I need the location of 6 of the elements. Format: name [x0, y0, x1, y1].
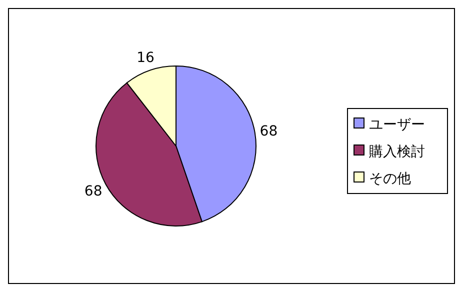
- data-label: 68: [260, 124, 278, 140]
- legend-label: その他: [369, 171, 411, 187]
- data-label: 16: [136, 50, 154, 66]
- legend-label: ユーザー: [369, 117, 425, 133]
- data-label: 68: [84, 184, 102, 200]
- legend-label: 購入検討: [369, 144, 425, 160]
